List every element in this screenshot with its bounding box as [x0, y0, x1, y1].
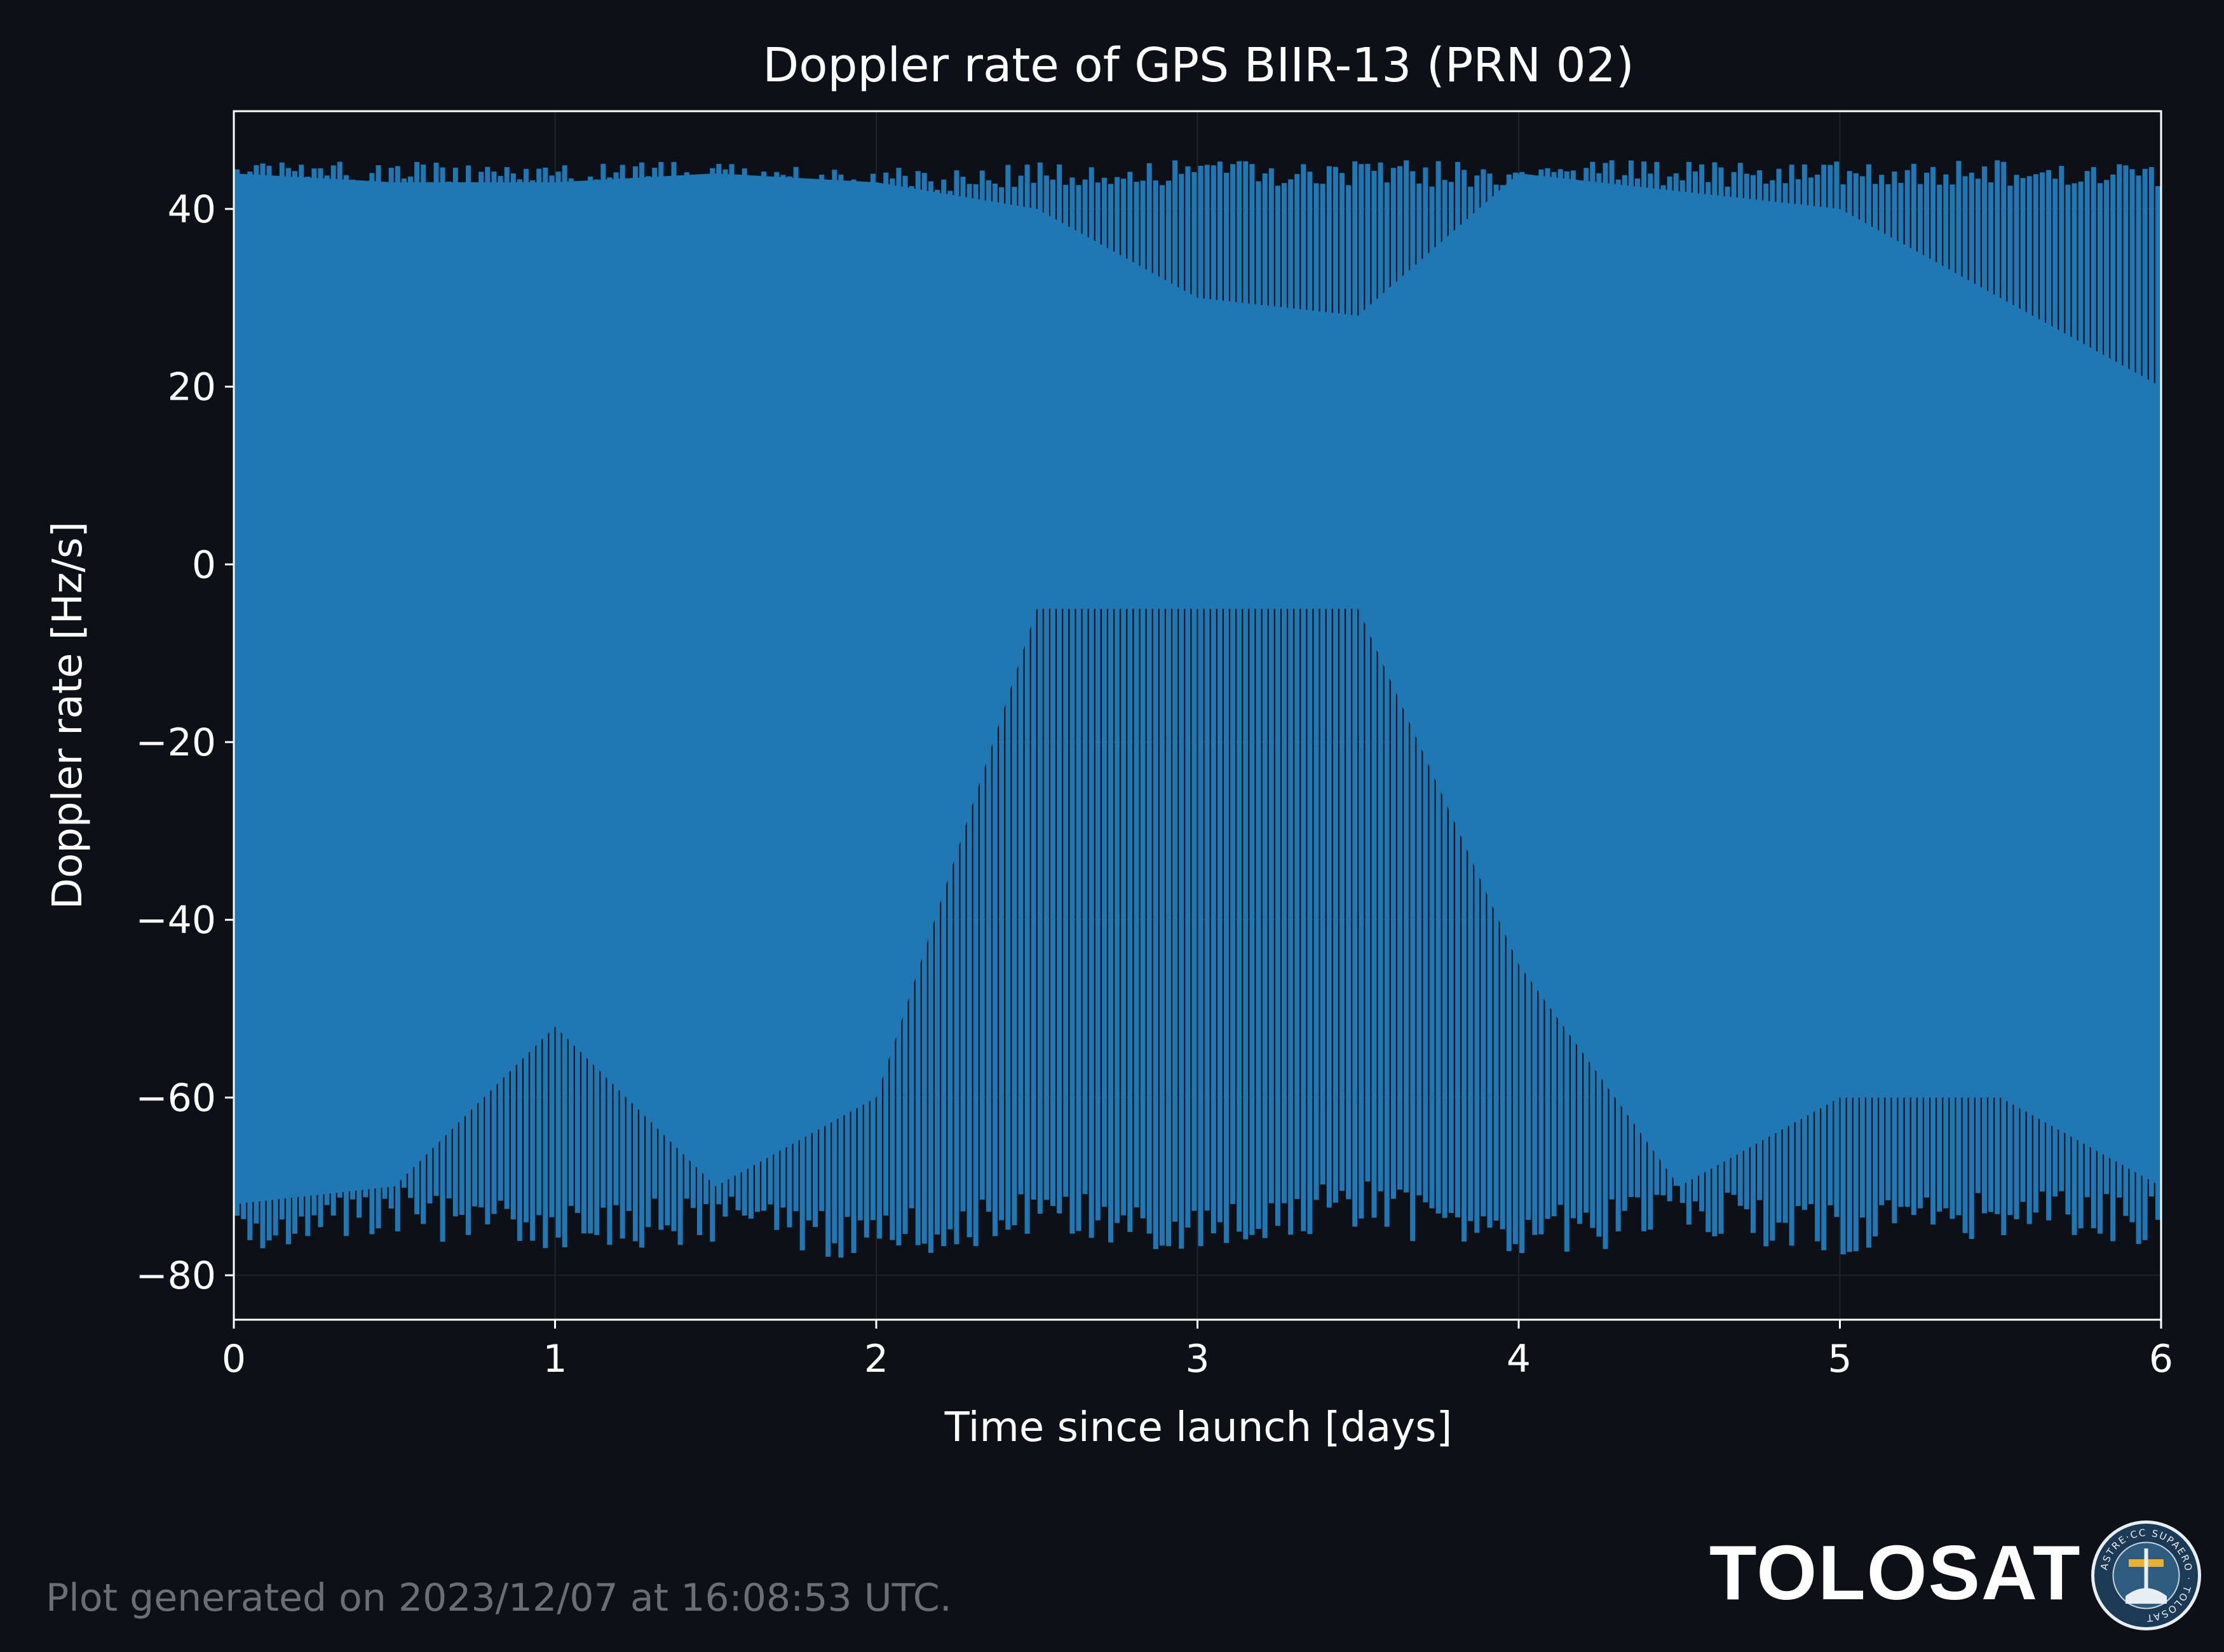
generated-note: Plot generated on 2023/12/07 at 16:08:53…	[46, 1576, 952, 1620]
chart-title: Doppler rate of GPS BIIR-13 (PRN 02)	[763, 38, 1634, 93]
x-tick-label: 2	[864, 1337, 888, 1381]
x-axis-label: Time since launch [days]	[944, 1404, 1453, 1451]
x-tick-label: 1	[543, 1337, 567, 1381]
y-tick-label: 40	[168, 187, 216, 232]
series-doppler-rate	[234, 160, 2161, 1258]
y-tick-label: 20	[168, 365, 216, 410]
brand-name: TOLOSAT	[1709, 1529, 2082, 1616]
y-tick-label: −60	[135, 1076, 216, 1120]
y-tick-label: −80	[135, 1254, 216, 1298]
x-tick-label: 6	[2149, 1337, 2173, 1381]
tolosat-seal-icon: ASTRE·CC SUPAERO · TOLOSAT	[2091, 1520, 2201, 1630]
y-tick-label: −40	[135, 898, 216, 943]
series-dense-band	[234, 173, 2161, 1205]
x-tick-label: 5	[1827, 1337, 1852, 1381]
y-tick-label: −20	[135, 721, 216, 765]
y-tick-label: 0	[192, 543, 216, 587]
axis-ticks: 0 1 2 3 4 5 6 −80 −60 −40 −20 0 20 40	[135, 187, 2173, 1381]
x-tick-label: 4	[1507, 1337, 1531, 1381]
series-spikes	[234, 160, 2160, 1258]
x-tick-label: 3	[1185, 1337, 1209, 1381]
x-tick-label: 0	[222, 1337, 246, 1381]
y-axis-label: Doppler rate [Hz/s]	[44, 522, 92, 909]
